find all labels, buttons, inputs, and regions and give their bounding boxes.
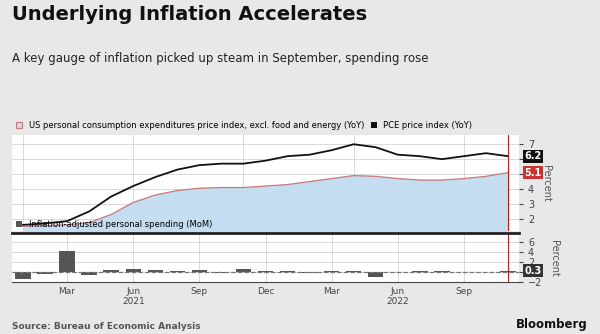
Bar	[170, 271, 185, 272]
Bar	[412, 271, 428, 272]
Bar	[125, 269, 141, 272]
Text: 5.1: 5.1	[524, 168, 542, 178]
Y-axis label: Percent: Percent	[541, 165, 551, 201]
Bar	[16, 272, 31, 279]
Bar	[346, 271, 361, 272]
Bar	[103, 270, 119, 272]
Bar	[500, 271, 515, 272]
Bar	[368, 272, 383, 277]
Bar	[148, 270, 163, 272]
Bar	[191, 270, 207, 272]
Y-axis label: Percent: Percent	[549, 240, 559, 277]
Bar	[37, 272, 53, 274]
Text: Underlying Inflation Accelerates: Underlying Inflation Accelerates	[12, 5, 367, 24]
Legend: US personal consumption expenditures price index, excl. food and energy (YoY), P: US personal consumption expenditures pri…	[16, 121, 472, 130]
Text: Bloomberg: Bloomberg	[516, 318, 588, 331]
Bar	[236, 269, 251, 272]
Bar	[280, 271, 295, 272]
Bar	[324, 271, 340, 272]
Text: A key gauge of inflation picked up steam in September, spending rose: A key gauge of inflation picked up steam…	[12, 52, 428, 65]
Legend: Inflation-adjusted personal spending (MoM): Inflation-adjusted personal spending (Mo…	[16, 220, 212, 229]
Bar	[82, 272, 97, 275]
Bar	[59, 250, 75, 272]
Text: 0.3: 0.3	[524, 266, 542, 276]
Bar	[214, 272, 229, 273]
Bar	[258, 271, 273, 272]
Text: Source: Bureau of Economic Analysis: Source: Bureau of Economic Analysis	[12, 322, 200, 331]
Bar	[434, 271, 449, 272]
Bar	[302, 272, 317, 273]
Text: 6.2: 6.2	[524, 151, 542, 161]
